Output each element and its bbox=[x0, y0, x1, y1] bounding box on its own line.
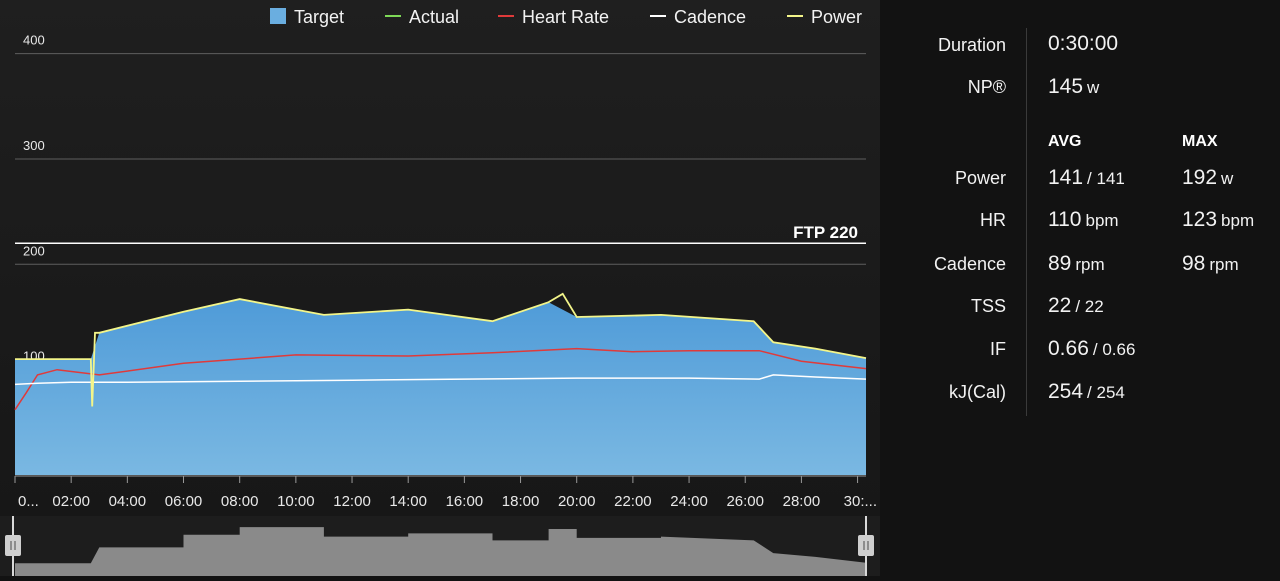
target-area bbox=[15, 299, 866, 475]
x-tick-label-3: 06:00 bbox=[165, 493, 203, 510]
cadence-line bbox=[14, 374, 867, 386]
legend-label-1: Actual bbox=[409, 7, 459, 27]
legend-label-4: Power bbox=[811, 7, 862, 27]
hr-max-group: 123 bpm bbox=[1182, 208, 1254, 232]
kj-target: / 254 bbox=[1087, 383, 1125, 402]
if-value: 0.66 bbox=[1048, 337, 1089, 360]
x-tick-label-4: 08:00 bbox=[221, 493, 259, 510]
overview-handle-right[interactable] bbox=[858, 535, 874, 556]
tss-target: / 22 bbox=[1075, 297, 1104, 316]
hr-avg-group: 110 bpm bbox=[1048, 208, 1119, 232]
x-tick-label-5: 10:00 bbox=[277, 493, 315, 510]
x-tick-label-12: 24:00 bbox=[670, 493, 708, 510]
hr-label: HR bbox=[980, 210, 1006, 230]
tss-avg-group: 22/ 22 bbox=[1048, 294, 1104, 318]
x-tick-label-8: 16:00 bbox=[446, 493, 484, 510]
np-value: 145 bbox=[1048, 75, 1084, 98]
heart-rate-line bbox=[14, 347, 867, 411]
duration-value: 0:30:00 bbox=[1048, 32, 1119, 55]
duration-label: Duration bbox=[937, 35, 1006, 55]
if-avg-group: 0.66/ 0.66 bbox=[1048, 337, 1135, 361]
cadence-max: 98 bbox=[1182, 252, 1206, 275]
tss-value: 22 bbox=[1048, 294, 1072, 317]
max-header: MAX bbox=[1182, 133, 1218, 150]
x-tick-label-13: 26:00 bbox=[726, 493, 764, 510]
np-value-group: 145 w bbox=[1048, 75, 1099, 99]
cadence-max-group: 98 rpm bbox=[1182, 252, 1239, 276]
np-label: NP® bbox=[967, 77, 1006, 97]
x-tick-label-15: 30:... bbox=[844, 493, 877, 510]
hr-max-unit: bpm bbox=[1221, 211, 1255, 230]
power-max: 192 bbox=[1182, 166, 1218, 189]
tss-label: TSS bbox=[970, 296, 1006, 316]
cadence-avg-unit: rpm bbox=[1075, 255, 1105, 274]
overview-profile bbox=[15, 527, 866, 576]
power-max-unit: w bbox=[1221, 169, 1234, 188]
legend-swatch-0 bbox=[270, 8, 286, 24]
hr-avg-unit: bpm bbox=[1085, 211, 1119, 230]
cadence-max-unit: rpm bbox=[1209, 255, 1239, 274]
workout-chart-panel: Target Actual Heart Rate Cadence Power 100 20… bbox=[0, 0, 880, 576]
legend-label-0: Target bbox=[294, 7, 344, 27]
x-tick-label-10: 20:00 bbox=[558, 493, 596, 510]
y-tick-label-3: 400 bbox=[23, 33, 45, 48]
if-target: / 0.66 bbox=[1092, 340, 1136, 359]
cadence-avg: 89 bbox=[1048, 252, 1072, 275]
cadence-avg-group: 89 rpm bbox=[1048, 252, 1105, 276]
x-tick-label-0: 0... bbox=[18, 493, 39, 510]
hr-avg: 110 bbox=[1048, 208, 1082, 231]
x-tick-label-11: 22:00 bbox=[614, 493, 652, 510]
legend-label-3: Cadence bbox=[674, 7, 746, 27]
hr-max: 123 bbox=[1182, 208, 1218, 231]
np-unit: w bbox=[1087, 78, 1100, 97]
y-tick-label-1: 200 bbox=[23, 243, 45, 258]
kj-avg-group: 254/ 254 bbox=[1048, 380, 1125, 404]
power-avg: 141 bbox=[1048, 166, 1084, 189]
legend-label-2: Heart Rate bbox=[522, 7, 609, 27]
y-tick-label-2: 300 bbox=[23, 138, 45, 153]
if-label: IF bbox=[990, 339, 1006, 359]
avg-header: AVG bbox=[1048, 133, 1082, 150]
kj-label: kJ(Cal) bbox=[949, 382, 1006, 402]
x-tick-label-7: 14:00 bbox=[389, 493, 427, 510]
stats-panel: Duration 0:30:00 NP® 145 w AVG MAX Power … bbox=[880, 0, 1280, 576]
x-tick-label-1: 02:00 bbox=[52, 493, 90, 510]
x-tick-label-14: 28:00 bbox=[783, 493, 821, 510]
kj-value: 254 bbox=[1048, 380, 1084, 403]
stats-divider bbox=[1026, 28, 1027, 416]
power-avg-group: 141/ 141 bbox=[1048, 166, 1125, 190]
power-label: Power bbox=[954, 168, 1006, 188]
x-tick-label-9: 18:00 bbox=[502, 493, 540, 510]
x-tick-label-2: 04:00 bbox=[109, 493, 147, 510]
cadence-label: Cadence bbox=[933, 254, 1006, 274]
workout-chart: Target Actual Heart Rate Cadence Power 10020… bbox=[0, 7, 880, 576]
power-max-group: 192 w bbox=[1182, 166, 1233, 190]
x-tick-label-6: 12:00 bbox=[333, 493, 371, 510]
power-line bbox=[15, 292, 867, 407]
overview-handle-left[interactable] bbox=[5, 535, 21, 556]
power-avg-target: / 141 bbox=[1087, 169, 1125, 188]
ftp-label: FTP 220 bbox=[793, 223, 858, 242]
